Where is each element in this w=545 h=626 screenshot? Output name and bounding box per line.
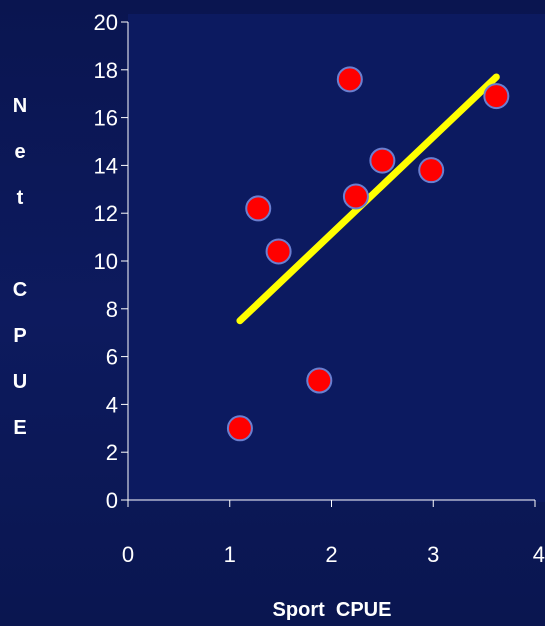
y-tick-label: 4 xyxy=(106,392,118,417)
y-tick-label: 12 xyxy=(94,201,118,226)
y-axis-title-letter: P xyxy=(13,325,26,347)
y-tick-label: 14 xyxy=(94,153,118,178)
x-tick-label: 2 xyxy=(325,542,337,567)
data-point xyxy=(418,157,445,184)
x-tick-label: 3 xyxy=(427,542,439,567)
y-tick-label: 2 xyxy=(106,440,118,465)
y-tick-label: 0 xyxy=(106,488,118,513)
data-point xyxy=(245,195,272,222)
y-tick-label: 8 xyxy=(106,297,118,322)
x-axis-ticks: 0 1 2 3 4 xyxy=(122,500,545,567)
y-axis-title-letter: U xyxy=(13,371,27,393)
data-point xyxy=(483,83,510,110)
y-tick-label: 18 xyxy=(94,58,118,83)
y-axis-title: Ne t C P U E xyxy=(13,95,27,439)
data-point xyxy=(226,415,253,442)
y-axis-title-letter: e xyxy=(14,141,25,163)
y-tick-label: 6 xyxy=(106,345,118,370)
data-point xyxy=(306,367,333,394)
x-tick-label: 1 xyxy=(224,542,236,567)
data-point xyxy=(265,238,292,265)
y-tick-label: 10 xyxy=(94,249,118,274)
y-axis-title-letter: N xyxy=(13,95,27,117)
y-axis-title-letter: E xyxy=(13,417,26,439)
y-tick-label: 20 xyxy=(94,10,118,35)
y-tick-label: 16 xyxy=(94,106,118,131)
x-tick-label: 4 xyxy=(533,542,545,567)
y-axis-title-letter: C xyxy=(13,279,27,301)
data-point xyxy=(336,66,363,93)
data-points xyxy=(226,66,510,442)
x-tick-label: 0 xyxy=(122,542,134,567)
data-point xyxy=(342,183,369,210)
y-axis-title-letter: t xyxy=(17,187,24,209)
data-point xyxy=(369,147,396,174)
x-axis-title: Sport CPUE xyxy=(273,599,392,621)
y-axis-ticks: 0 2 4 6 8 10 12 14 16 18 20 xyxy=(94,10,128,513)
